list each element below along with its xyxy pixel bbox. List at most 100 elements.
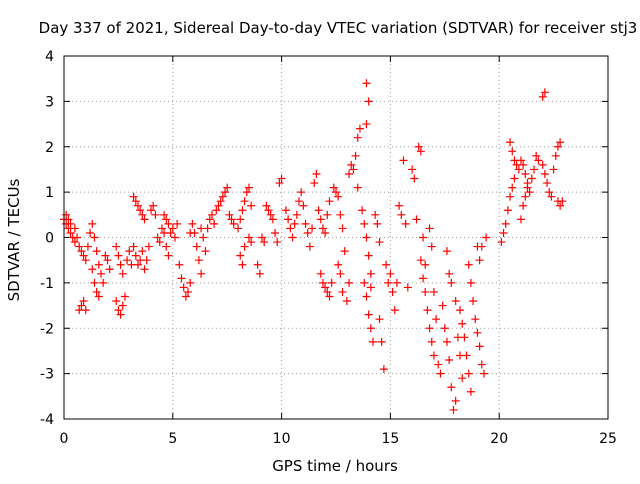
- data-point: [421, 260, 430, 269]
- data-point: [153, 233, 162, 242]
- data-point: [360, 278, 369, 287]
- data-point: [312, 169, 321, 178]
- data-point: [175, 260, 184, 269]
- data-point: [66, 228, 75, 237]
- data-point: [190, 228, 199, 237]
- data-point: [88, 265, 97, 274]
- data-point: [83, 242, 92, 251]
- data-point: [229, 219, 238, 228]
- data-point: [120, 292, 129, 301]
- data-point: [64, 215, 73, 224]
- data-point: [556, 201, 565, 210]
- data-point: [338, 224, 347, 233]
- data-point: [332, 188, 340, 197]
- data-point: [194, 256, 203, 265]
- data-point: [516, 215, 525, 224]
- data-point: [216, 197, 225, 206]
- data-point: [118, 269, 127, 278]
- data-point: [234, 224, 243, 233]
- data-point: [425, 224, 434, 233]
- data-point: [419, 233, 428, 242]
- data-point: [92, 287, 101, 296]
- data-point: [421, 287, 430, 296]
- data-point: [506, 192, 515, 201]
- data-point: [101, 251, 110, 260]
- data-point: [160, 210, 169, 219]
- data-point: [292, 210, 301, 219]
- data-point: [144, 242, 153, 251]
- data-point: [519, 201, 528, 210]
- data-point: [458, 319, 467, 328]
- data-point: [530, 165, 539, 174]
- data-point: [223, 183, 232, 192]
- data-point: [464, 369, 473, 378]
- data-point: [131, 197, 140, 206]
- axis-ticks: 0 5 10 15 20 25 -4 -3 -2 -1 0 1 2 3 4: [40, 49, 617, 447]
- data-point: [503, 206, 512, 215]
- data-point: [225, 210, 234, 219]
- data-point: [258, 233, 267, 242]
- data-point: [442, 247, 451, 256]
- data-point: [366, 269, 375, 278]
- data-point: [556, 138, 565, 147]
- data-point: [136, 206, 145, 215]
- data-point: [403, 283, 412, 292]
- data-point: [244, 183, 253, 192]
- data-point: [275, 179, 284, 188]
- data-point: [70, 238, 79, 247]
- data-point: [105, 265, 114, 274]
- data-point: [268, 215, 277, 224]
- data-point: [318, 278, 327, 287]
- data-point: [92, 247, 101, 256]
- data-point: [416, 147, 425, 156]
- data-point: [327, 278, 336, 287]
- data-point: [157, 224, 166, 233]
- data-point: [112, 242, 121, 251]
- data-point: [188, 219, 197, 228]
- data-point: [412, 215, 421, 224]
- data-point: [353, 183, 362, 192]
- data-point: [447, 278, 456, 287]
- data-point: [308, 224, 317, 233]
- data-point: [440, 324, 449, 333]
- data-point: [355, 124, 364, 133]
- data-point: [442, 337, 451, 346]
- data-point: [310, 179, 319, 188]
- data-point: [482, 233, 491, 242]
- data-point: [181, 292, 190, 301]
- data-point: [271, 228, 280, 237]
- data-point: [353, 133, 362, 142]
- data-point: [388, 287, 397, 296]
- data-point: [523, 183, 532, 192]
- data-point: [382, 260, 391, 269]
- data-point: [397, 210, 406, 219]
- data-point: [149, 201, 158, 210]
- x-tick-label: 15: [381, 431, 399, 447]
- data-point: [162, 215, 171, 224]
- data-point: [138, 210, 147, 219]
- x-axis-label: GPS time / hours: [272, 457, 398, 475]
- data-point: [521, 169, 530, 178]
- data-point: [214, 201, 223, 210]
- data-point: [207, 210, 216, 219]
- data-point: [456, 306, 465, 315]
- data-point: [244, 233, 253, 242]
- data-point: [236, 215, 245, 224]
- data-point: [162, 242, 171, 251]
- data-point: [516, 156, 525, 165]
- data-point: [351, 151, 360, 160]
- data-point: [303, 228, 312, 237]
- data-point: [290, 219, 299, 228]
- data-point: [475, 342, 484, 351]
- data-point: [338, 287, 347, 296]
- data-point: [347, 160, 356, 169]
- data-point: [129, 192, 138, 201]
- data-point: [469, 297, 478, 306]
- data-point: [316, 269, 325, 278]
- data-point: [323, 287, 332, 296]
- data-point: [366, 324, 375, 333]
- data-point: [77, 247, 86, 256]
- data-point: [364, 251, 373, 260]
- data-point: [549, 165, 558, 174]
- data-point: [288, 233, 297, 242]
